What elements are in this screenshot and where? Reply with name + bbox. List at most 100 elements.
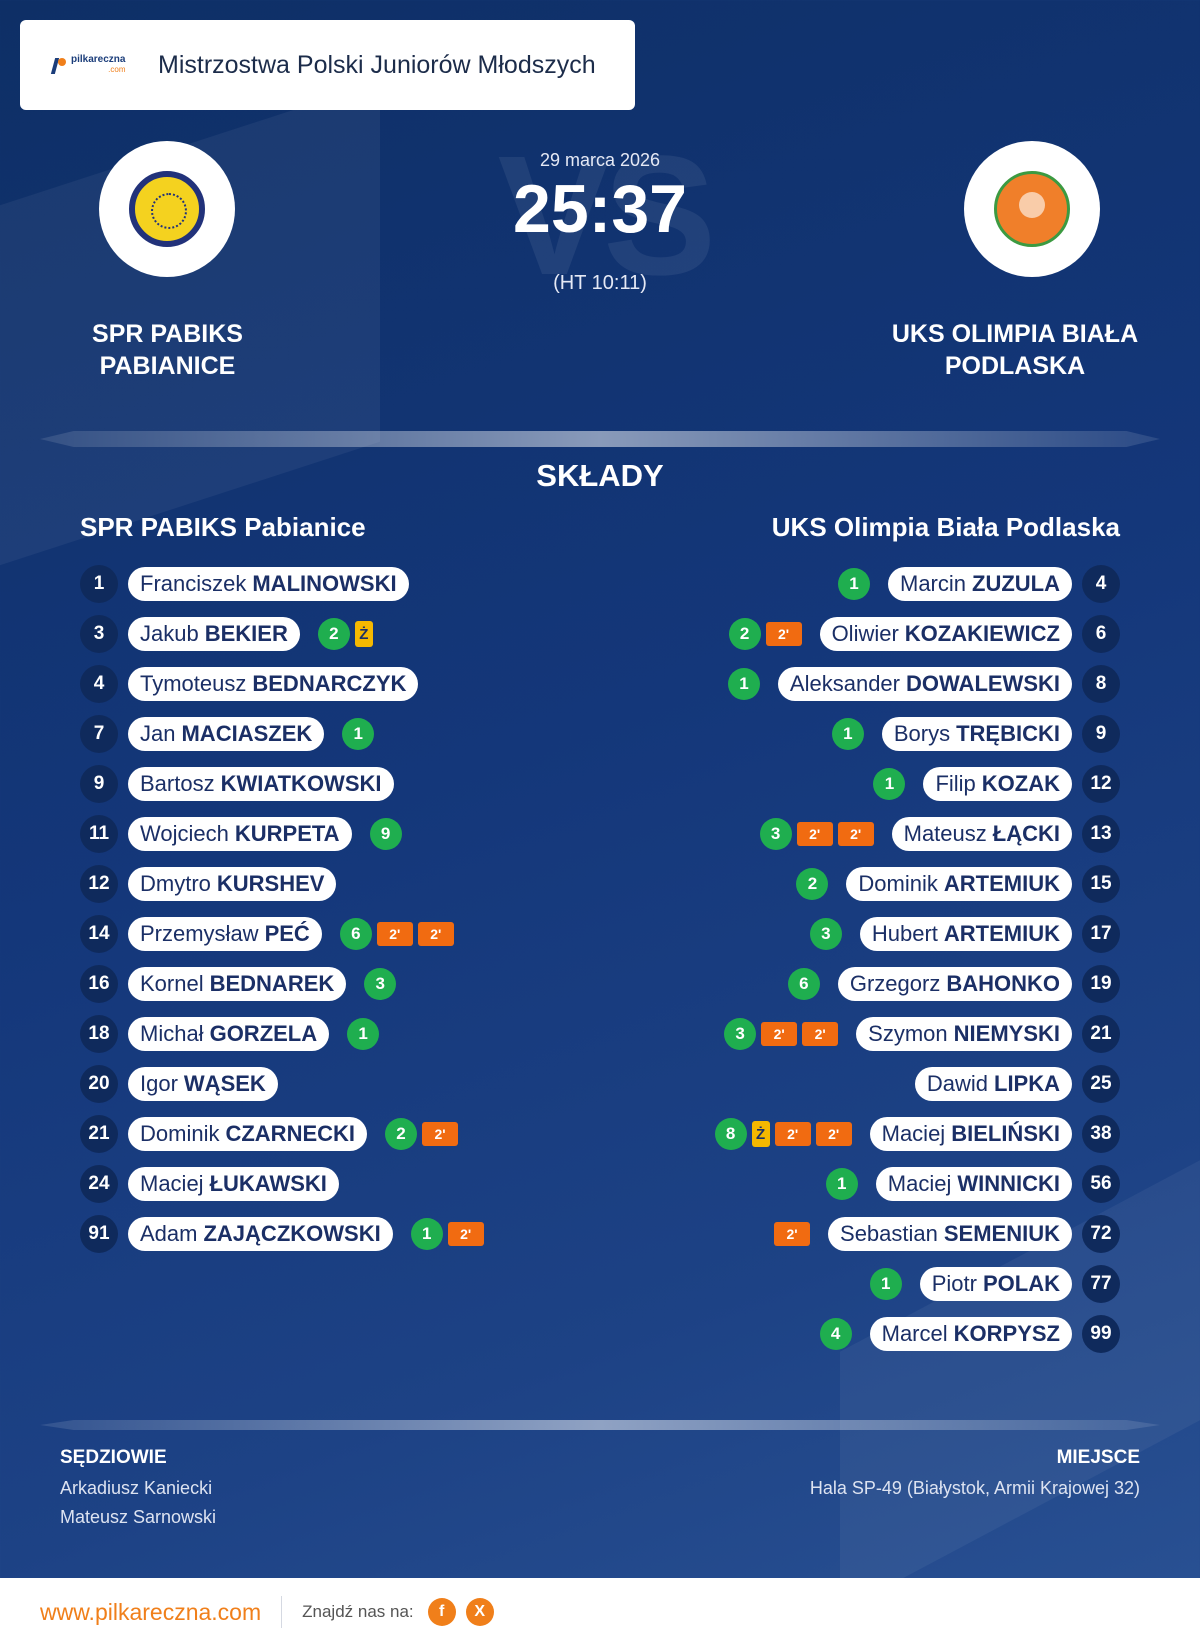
shirt-number: 18: [80, 1015, 118, 1053]
player-row: 1 Franciszek MALINOWSKI: [80, 559, 640, 609]
pilkareczna-logo[interactable]: pilkareczna .com: [50, 55, 140, 75]
suspension-badge: 2': [802, 1022, 839, 1046]
player-events: 1: [347, 1018, 380, 1050]
player-name[interactable]: Maciej BIELIŃSKI: [869, 1117, 1072, 1151]
shirt-number: 9: [80, 765, 118, 803]
player-name[interactable]: Przemysław PEĆ: [128, 917, 322, 951]
player-events: 9: [369, 818, 402, 850]
squads-title: SKŁADY: [536, 458, 664, 493]
player-name[interactable]: Tymoteusz BEDNARCZYK: [128, 667, 419, 701]
shirt-number: 24: [80, 1165, 118, 1203]
player-name[interactable]: Piotr POLAK: [919, 1267, 1072, 1301]
player-name[interactable]: Szymon NIEMYSKI: [856, 1017, 1072, 1051]
player-name[interactable]: Maciej ŁUKAWSKI: [128, 1167, 339, 1201]
player-first-name: Borys: [893, 721, 951, 746]
shirt-number: 9: [1082, 715, 1120, 753]
player-name[interactable]: Borys TRĘBICKI: [881, 717, 1072, 751]
player-row: 3 Hubert ARTEMIUK 17: [560, 909, 1120, 959]
player-first-name: Dominik: [140, 1121, 220, 1146]
player-row: 3 Jakub BEKIER 2 Ż: [80, 609, 640, 659]
player-name[interactable]: Mateusz ŁĄCKI: [891, 817, 1072, 851]
player-first-name: Adam: [140, 1221, 198, 1246]
player-first-name: Piotr: [931, 1271, 977, 1296]
player-name[interactable]: Adam ZAJĄCZKOWSKI: [128, 1217, 393, 1251]
player-name[interactable]: Kornel BEDNAREK: [128, 967, 347, 1001]
goals-badge: 8: [714, 1118, 747, 1150]
player-name[interactable]: Igor WĄSEK: [128, 1067, 278, 1101]
goals-badge: 2: [796, 868, 829, 900]
player-row: 11 Wojciech KURPETA 9: [80, 809, 640, 859]
player-first-name: Dawid: [926, 1071, 988, 1096]
player-last-name: KOZAKIEWICZ: [904, 621, 1060, 646]
player-first-name: Oliwier: [831, 621, 899, 646]
player-name[interactable]: Franciszek MALINOWSKI: [128, 567, 409, 601]
player-last-name: KWIATKOWSKI: [220, 771, 382, 796]
shirt-number: 15: [1082, 865, 1120, 903]
home-squad-title: SPR PABIKS Pabianice: [80, 512, 366, 542]
player-name[interactable]: Dawid LIPKA: [914, 1067, 1072, 1101]
suspension-badge: 2': [837, 822, 874, 846]
shirt-number: 19: [1082, 965, 1120, 1003]
match-date: 29 marca 2026: [539, 150, 661, 170]
player-name[interactable]: Dmytro KURSHEV: [128, 867, 337, 901]
player-last-name: ARTEMIUK: [943, 921, 1060, 946]
player-name[interactable]: Maciej WINNICKI: [875, 1167, 1072, 1201]
shirt-number: 21: [1082, 1015, 1120, 1053]
home-team-crest: [99, 141, 235, 277]
player-events: 6 2' 2': [339, 918, 454, 950]
player-row: 2 2' Oliwier KOZAKIEWICZ 6: [560, 609, 1120, 659]
goals-badge: 6: [339, 918, 372, 950]
player-name[interactable]: Wojciech KURPETA: [128, 817, 352, 851]
player-name[interactable]: Marcel KORPYSZ: [869, 1317, 1072, 1351]
referees-list: Arkadiusz Kaniecki Mateusz Sarnowski: [60, 1474, 216, 1532]
site-link[interactable]: www.pilkareczna.com: [40, 1598, 262, 1625]
player-name[interactable]: Michał GORZELA: [128, 1017, 330, 1051]
away-team-crest: [964, 141, 1100, 277]
player-last-name: PEĆ: [264, 921, 310, 946]
player-last-name: BEKIER: [204, 621, 288, 646]
player-last-name: WĄSEK: [183, 1071, 266, 1096]
player-name[interactable]: Oliwier KOZAKIEWICZ: [819, 617, 1072, 651]
facebook-icon[interactable]: f: [427, 1598, 456, 1626]
player-last-name: SEMENIUK: [943, 1221, 1060, 1246]
player-first-name: Wojciech: [140, 821, 229, 846]
referees-label: SĘDZIOWIE: [60, 1447, 167, 1468]
shirt-number: 3: [80, 615, 118, 653]
yellow-card-icon: Ż: [751, 1121, 770, 1147]
shirt-number: 91: [80, 1215, 118, 1253]
vs-watermark: VS: [497, 121, 717, 311]
player-row: 14 Przemysław PEĆ 6 2' 2': [80, 909, 640, 959]
player-row: 7 Jan MACIASZEK 1: [80, 709, 640, 759]
suspension-badge: 2': [765, 622, 802, 646]
player-row: 16 Kornel BEDNAREK 3: [80, 959, 640, 1009]
player-first-name: Marcin: [900, 571, 967, 596]
player-name[interactable]: Filip KOZAK: [923, 767, 1072, 801]
player-row: 8 Ż 2' 2' Maciej BIELIŃSKI 38: [560, 1109, 1120, 1159]
player-events: 2 2': [385, 1118, 459, 1150]
player-row: 1 Aleksander DOWALEWSKI 8: [560, 659, 1120, 709]
player-name[interactable]: Hubert ARTEMIUK: [859, 917, 1072, 951]
player-events: 1: [869, 1268, 902, 1300]
player-last-name: BEDNARCZYK: [252, 671, 407, 696]
goals-badge: 2: [385, 1118, 418, 1150]
player-events: 1: [727, 668, 760, 700]
shirt-number: 16: [80, 965, 118, 1003]
player-name[interactable]: Sebastian SEMENIUK: [828, 1217, 1072, 1251]
player-name[interactable]: Jan MACIASZEK: [128, 717, 325, 751]
match-score: 25:37: [513, 171, 687, 247]
player-name[interactable]: Bartosz KWIATKOWSKI: [128, 767, 394, 801]
player-name[interactable]: Aleksander DOWALEWSKI: [777, 667, 1072, 701]
player-last-name: TRĘBICKI: [956, 721, 1060, 746]
suspension-badge: 2': [774, 1222, 811, 1246]
player-first-name: Aleksander: [789, 671, 900, 696]
player-name[interactable]: Marcin ZUZULA: [888, 567, 1072, 601]
player-name[interactable]: Dominik CZARNECKI: [128, 1117, 368, 1151]
x-icon[interactable]: X: [465, 1598, 494, 1626]
goals-badge: 6: [787, 968, 820, 1000]
shirt-number: 4: [80, 665, 118, 703]
player-name[interactable]: Dominik ARTEMIUK: [846, 867, 1072, 901]
player-row: 1 Marcin ZUZULA 4: [560, 559, 1120, 609]
player-name[interactable]: Jakub BEKIER: [128, 617, 300, 651]
player-name[interactable]: Grzegorz BAHONKO: [837, 967, 1072, 1001]
player-first-name: Maciej: [140, 1171, 204, 1196]
